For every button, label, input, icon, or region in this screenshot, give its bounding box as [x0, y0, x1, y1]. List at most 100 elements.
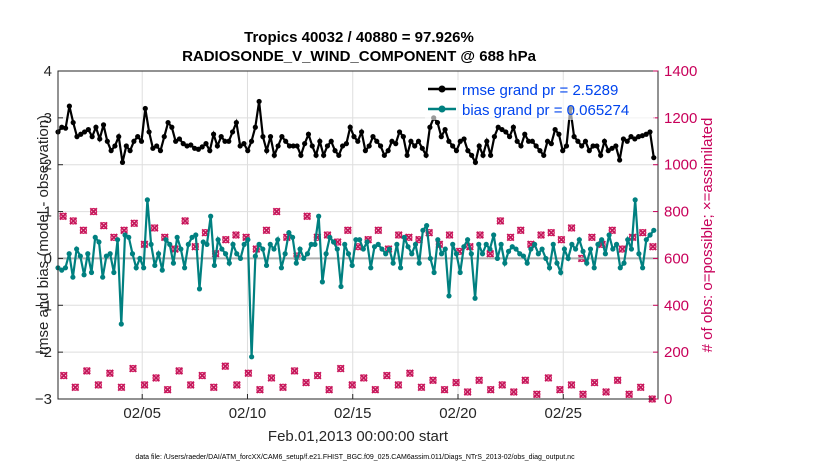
series-0-point-134: [563, 143, 570, 149]
series-0-point-58: [275, 143, 281, 149]
series-1-point-92: [397, 265, 404, 271]
series-1-point-105: [446, 293, 452, 299]
obs-assimilated-bottom-24: [336, 364, 345, 373]
y-right-tick-label-3: 600: [664, 250, 689, 267]
series-0-point-3: [66, 103, 72, 109]
obs-assimilated-top-31: [374, 226, 383, 235]
series-0-point-33: [180, 141, 186, 147]
series-0-point-65: [302, 141, 308, 147]
obs-possible-bottom-4: [106, 369, 114, 377]
series-1-point-117: [491, 232, 497, 238]
series-1-point-97: [416, 260, 422, 266]
series-0-point-7: [81, 129, 88, 135]
series-1-point-70: [316, 213, 322, 219]
obs-assimilated-bottom-0: [59, 371, 68, 380]
series-1-point-123: [513, 246, 519, 252]
obs-assimilated-top-54: [608, 226, 617, 235]
series-1-point-140: [576, 237, 582, 243]
series-0-point-107: [461, 136, 467, 142]
obs-possible-bottom-47: [602, 388, 610, 396]
series-1-point-156: [636, 251, 642, 257]
series-0-point-86: [381, 152, 387, 158]
obs-assimilated-bottom-48: [613, 376, 622, 385]
series-1-point-20: [129, 251, 136, 257]
series-0-point-97: [423, 152, 429, 158]
series-0-point-137: [575, 138, 581, 144]
y-tick-label-4: 1: [44, 204, 52, 221]
series-0-point-24: [146, 129, 152, 135]
series-0-point-21: [135, 134, 141, 140]
obs-assimilated-top-43: [496, 217, 505, 225]
series-0-point-122: [518, 143, 524, 149]
series-1-point-68: [308, 241, 314, 247]
series-0-point-18: [123, 143, 129, 149]
obs-possible-top-0: [59, 212, 67, 220]
obs-assimilated-top-2: [79, 226, 88, 235]
series-0-point-141: [590, 143, 596, 149]
series-1-point-3: [66, 251, 72, 257]
obs-assimilated-bottom-42: [544, 373, 553, 382]
obs-assimilated-top-20: [262, 226, 271, 235]
series-0-point-71: [324, 143, 331, 149]
series-0-point-87: [385, 148, 391, 154]
series-1-point-23: [141, 265, 147, 271]
series-1-point-13: [103, 253, 110, 259]
obs-possible-top-54: [608, 226, 616, 234]
obs-possible-top-48: [547, 229, 555, 237]
series-1-point-17: [118, 321, 124, 327]
series-1-point-113: [476, 241, 482, 247]
series-1-point-88: [383, 251, 389, 257]
series-1-point-47: [230, 241, 236, 247]
series-1-point-51: [245, 237, 251, 243]
series-1-point-159: [647, 232, 653, 238]
series-0-point-85: [377, 143, 384, 149]
x-axis: 02/05 02/10 02/15 02/20 02/25: [123, 394, 582, 422]
obs-possible-top-2: [79, 226, 88, 234]
series-0-point-84: [374, 138, 380, 144]
series-0-point-102: [442, 126, 448, 133]
series-1-point-138: [569, 241, 575, 247]
series-0-point-157: [651, 155, 657, 161]
obs-possible-bottom-3: [94, 381, 103, 389]
left-axis: −3 −2 −1 0 1 2 3 4: [35, 63, 63, 408]
series-0-point-22: [138, 138, 145, 144]
obs-possible-bottom-26: [360, 374, 368, 382]
series-0-point-5: [74, 134, 80, 140]
obs-assimilated-bottom-50: [636, 383, 645, 392]
series-1-point-81: [357, 237, 363, 243]
series-1-point-157: [640, 265, 646, 271]
obs-possible-top-24: [303, 212, 311, 220]
series-1-point-1: [59, 267, 65, 273]
obs-possible-top-28: [344, 226, 352, 234]
series-1-point-69: [312, 241, 318, 247]
series-0-point-20: [131, 138, 137, 144]
series-1-point-21: [133, 265, 139, 271]
series-0-point-66: [305, 131, 312, 137]
series-0-point-128: [541, 152, 547, 158]
obs-possible-top-57: [639, 229, 647, 237]
series-0-point-117: [499, 126, 505, 133]
series-1-point-30: [167, 241, 173, 247]
obs-assimilated-top-34: [404, 233, 413, 242]
series-1-point-145: [595, 241, 601, 247]
obs-assimilated-bottom-5: [117, 383, 126, 392]
series-0-point-31: [173, 138, 179, 144]
legend-bias-label: bias grand pr = 0.065274: [462, 102, 629, 119]
series-1-point-29: [163, 237, 169, 243]
series-0-point-131: [552, 126, 558, 133]
obs-assimilated-top-21: [272, 207, 281, 216]
obs-possible-bottom-29: [394, 381, 403, 389]
y-tick-label-7: 4: [44, 63, 52, 80]
obs-possible-bottom-17: [256, 385, 264, 394]
series-1-point-67: [304, 251, 311, 257]
series-0-point-142: [594, 143, 600, 149]
series-1-point-124: [517, 251, 523, 257]
series-1-point-128: [532, 241, 538, 247]
obs-assimilated-bottom-36: [475, 376, 484, 385]
series-1-point-48: [234, 251, 240, 257]
series-0-point-61: [286, 143, 293, 149]
obs-assimilated-bottom-2: [82, 366, 91, 375]
series-1-point-31: [170, 260, 177, 266]
series-1-point-28: [159, 267, 165, 273]
series-0-point-42: [214, 143, 220, 149]
